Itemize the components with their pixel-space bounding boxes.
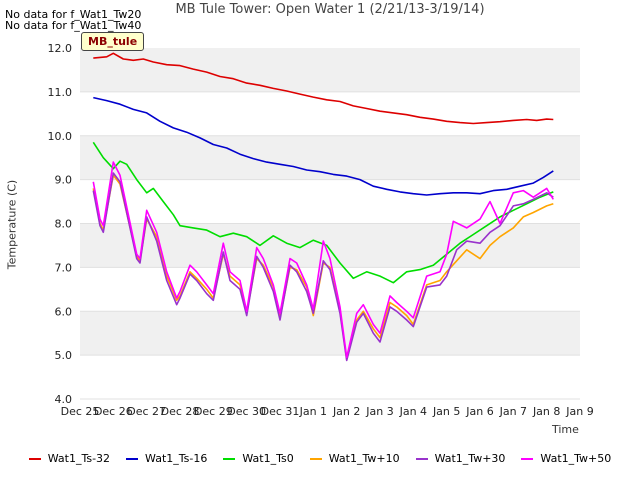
- x-tick-label: Jan 1: [299, 405, 327, 418]
- legend-item-tw30: Wat1_Tw+30: [415, 452, 506, 465]
- legend-label: Wat1_Tw+10: [328, 452, 400, 465]
- series-line-wat1-ts0: [92, 141, 554, 284]
- y-tick-label: 9.0: [55, 174, 73, 187]
- no-data-note-tw20: No data for f_Wat1_Tw20: [5, 8, 142, 21]
- x-tick-label: Jan 4: [399, 405, 427, 418]
- site-tag: MB_tule: [81, 32, 145, 51]
- y-tick-label: 4.0: [55, 393, 73, 406]
- y-axis-label: Temperature (C): [5, 179, 19, 270]
- x-tick-label: Jan 8: [532, 405, 560, 418]
- y-tick-label: 11.0: [48, 86, 73, 99]
- x-tick-label: Dec 25: [61, 405, 100, 418]
- grid-band: [80, 135, 580, 180]
- x-tick-label: Jan 7: [499, 405, 527, 418]
- x-tick-label: Dec 28: [161, 405, 200, 418]
- x-tick-label: Jan 9: [565, 405, 593, 418]
- x-axis-label: Time: [552, 423, 579, 436]
- x-tick-label: Jan 5: [432, 405, 460, 418]
- series-lines: [92, 52, 554, 362]
- legend-label: Wat1_Ts-16: [145, 452, 208, 465]
- x-tick-label: Jan 6: [465, 405, 493, 418]
- y-axis: 4.0 5.0 6.0 7.0 8.0 9.0 10.0 11.0 12.0: [48, 42, 73, 406]
- series-line-wat1-tw-50: [92, 161, 554, 359]
- legend-label: Wat1_Ts-32: [47, 452, 111, 465]
- y-tick-label: 6.0: [55, 305, 73, 318]
- legend-item-ts0: Wat1_Ts0: [223, 452, 294, 465]
- chart-title: MB Tule Tower: Open Water 1 (2/21/13-3/1…: [175, 2, 485, 17]
- series-line-wat1-ts-32: [93, 52, 554, 125]
- no-data-note-tw40: No data for f_Wat1_Tw40: [5, 19, 142, 32]
- legend-label: Wat1_Tw+50: [540, 452, 612, 465]
- y-tick-label: 5.0: [55, 349, 73, 362]
- y-tick-label: 12.0: [48, 42, 73, 55]
- series-line-wat1-ts-16: [93, 96, 554, 196]
- y-tick-label: 8.0: [55, 218, 73, 231]
- grid-band: [80, 48, 580, 92]
- x-tick-label: Dec 26: [94, 405, 133, 418]
- x-tick-label: Dec 30: [227, 405, 266, 418]
- series-line-wat1-tw-30: [92, 172, 554, 362]
- legend-item-tw50: Wat1_Tw+50: [521, 452, 611, 465]
- y-tick-label: 7.0: [55, 261, 73, 274]
- x-tick-label: Dec 29: [194, 405, 233, 418]
- y-tick-label: 10.0: [48, 130, 73, 143]
- legend-label: Wat1_Ts0: [242, 452, 294, 465]
- legend-item-ts-16: Wat1_Ts-16: [126, 452, 207, 465]
- x-tick-label: Jan 2: [332, 405, 360, 418]
- grid-band: [80, 311, 580, 356]
- legend-label: Wat1_Tw+30: [434, 452, 506, 465]
- legend-item-ts-32: Wat1_Ts-32: [28, 452, 111, 465]
- legend: Wat1_Ts-32 Wat1_Ts-16 Wat1_Ts0 Wat1_Tw+1…: [0, 452, 640, 465]
- x-tick-label: Jan 3: [365, 405, 393, 418]
- legend-item-tw10: Wat1_Tw+10: [309, 452, 400, 465]
- x-tick-label: Dec 27: [127, 405, 166, 418]
- x-tick-label: Dec 31: [261, 405, 300, 418]
